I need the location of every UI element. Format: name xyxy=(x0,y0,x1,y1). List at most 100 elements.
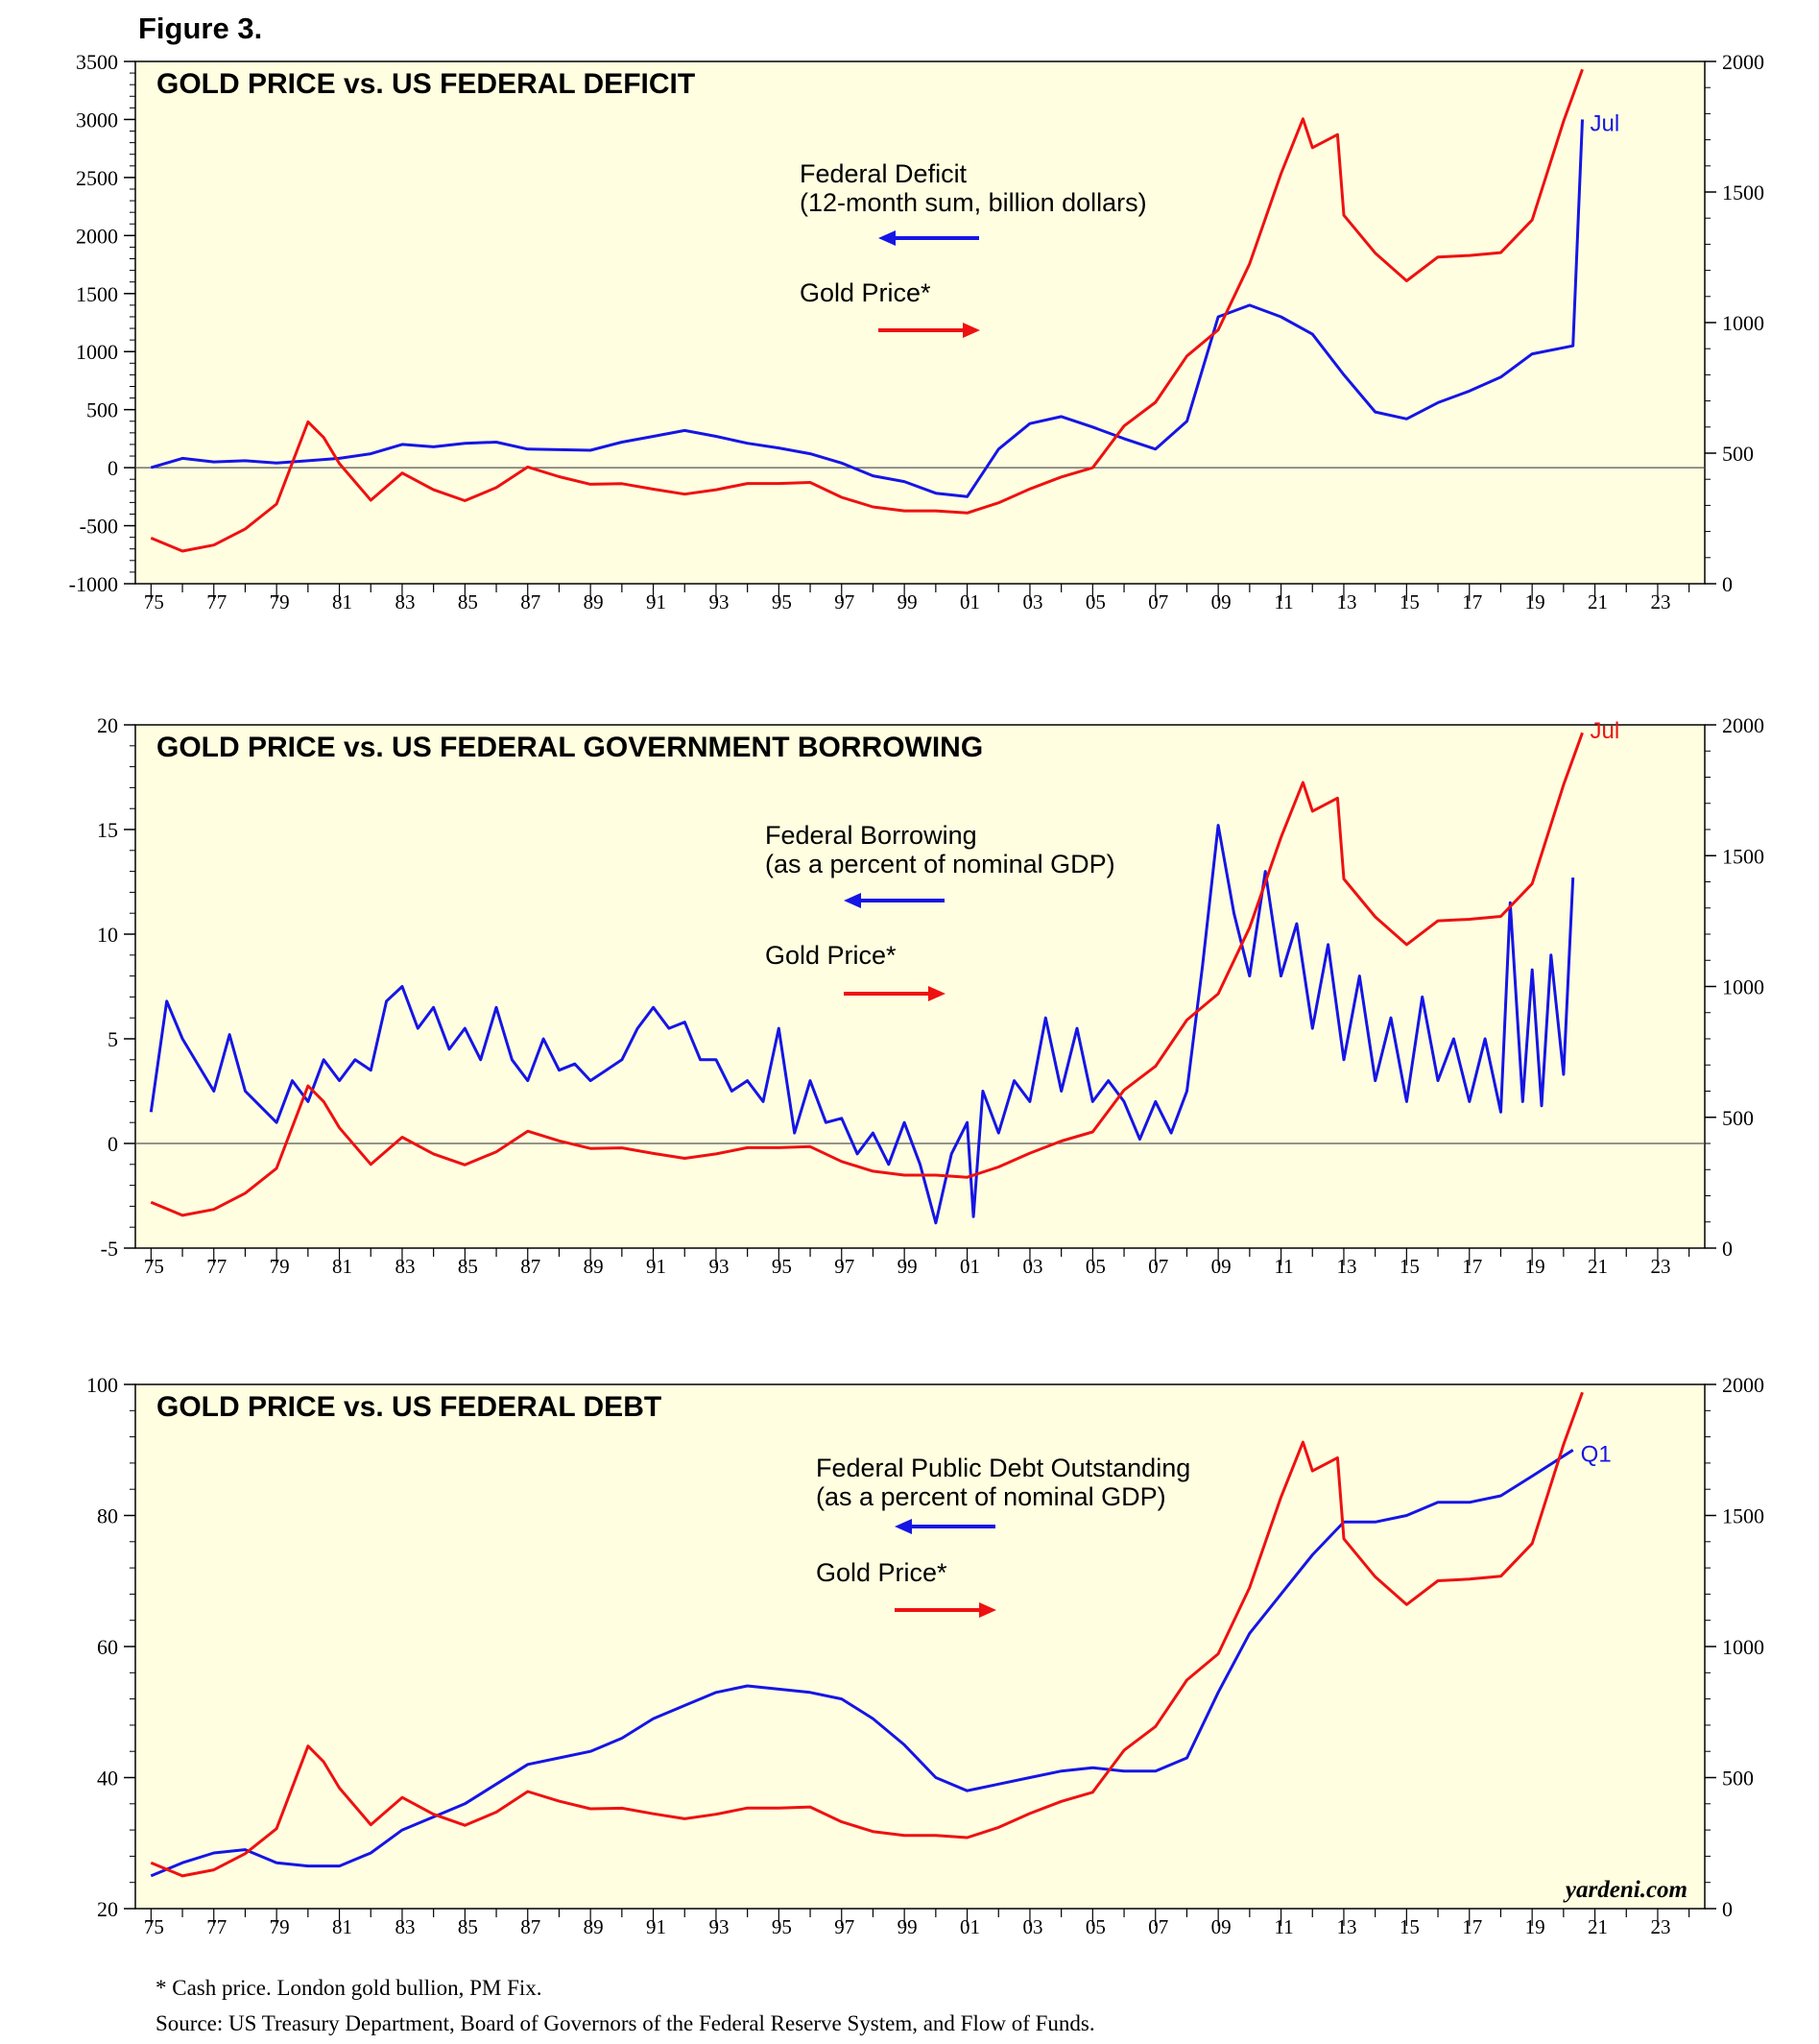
x-tick-label: 05 xyxy=(1086,1255,1106,1278)
x-tick-label: 13 xyxy=(1336,590,1356,613)
x-tick-label: 83 xyxy=(395,590,415,613)
x-tick-label: 19 xyxy=(1525,1915,1545,1938)
chart-panel-2: 20 15 10 5 0 -5 2000 1500 1000 500 0 75 77 79 81 83 85 87… xyxy=(97,713,1764,1278)
left-tick-label: 15 xyxy=(97,818,118,842)
x-tick-label: 23 xyxy=(1650,1915,1670,1938)
left-tick-label: -5 xyxy=(101,1237,118,1261)
x-tick-label: 89 xyxy=(584,1915,604,1938)
legend-arrowhead-left xyxy=(895,1519,912,1534)
x-tick-label: 99 xyxy=(898,1255,918,1278)
x-tick-label: 19 xyxy=(1525,590,1545,613)
chart-title: GOLD PRICE vs. US FEDERAL DEBT xyxy=(156,1391,661,1423)
x-tick-label: 13 xyxy=(1336,1915,1356,1938)
legend-label-federal: Federal Deficit xyxy=(800,159,968,188)
x-tick-label: 15 xyxy=(1400,590,1420,613)
x-tick-label: 99 xyxy=(898,590,918,613)
series-line-gold xyxy=(150,732,1584,1217)
left-tick-label: -1000 xyxy=(69,572,118,596)
right-tick-label: 500 xyxy=(1722,1106,1754,1130)
left-tick-label: 40 xyxy=(97,1767,118,1791)
right-tick-label: 1000 xyxy=(1722,1635,1764,1659)
series-line-federal xyxy=(150,119,1584,498)
x-tick-label: 79 xyxy=(270,1255,290,1278)
x-tick-label: 85 xyxy=(458,1915,478,1938)
x-tick-label: 03 xyxy=(1022,590,1042,613)
x-tick-label: 07 xyxy=(1148,1915,1168,1938)
x-tick-label: 17 xyxy=(1462,1915,1482,1938)
legend-label-federal: (as a percent of nominal GDP) xyxy=(765,850,1115,878)
legend-arrowhead-left xyxy=(878,230,896,246)
x-tick-label: 11 xyxy=(1274,1255,1293,1278)
x-tick-label: 23 xyxy=(1650,1255,1670,1278)
x-tick-label: 89 xyxy=(584,590,604,613)
left-tick-label: 0 xyxy=(108,456,118,480)
x-tick-label: 81 xyxy=(332,1255,352,1278)
legend-label-federal: Federal Borrowing xyxy=(765,821,977,850)
x-tick-label: 91 xyxy=(646,1915,666,1938)
x-tick-label: 93 xyxy=(708,590,729,613)
chart-panel-3: 100 80 60 40 20 2000 1500 1000 500 0 75 77 79 81 83 85 8… xyxy=(86,1373,1764,1938)
left-tick-label: 2500 xyxy=(76,166,118,190)
x-tick-label: 99 xyxy=(898,1915,918,1938)
left-tick-label: 3500 xyxy=(76,50,118,74)
x-tick-label: 81 xyxy=(332,590,352,613)
x-tick-label: 95 xyxy=(772,590,792,613)
series-line-federal xyxy=(149,824,1575,1225)
x-tick-label: 05 xyxy=(1086,1915,1106,1938)
legend-label-federal: (12-month sum, billion dollars) xyxy=(800,188,1147,217)
legend-label-gold: Gold Price* xyxy=(816,1558,947,1587)
x-tick-label: 85 xyxy=(458,590,478,613)
end-label: Jul xyxy=(1590,718,1619,744)
x-tick-label: 09 xyxy=(1211,1255,1232,1278)
left-tick-label: 5 xyxy=(108,1027,118,1051)
right-tick-label: 0 xyxy=(1722,1897,1733,1921)
x-tick-label: 09 xyxy=(1211,590,1232,613)
x-tick-label: 07 xyxy=(1148,590,1168,613)
x-tick-label: 87 xyxy=(520,590,540,613)
left-tick-label: 2000 xyxy=(76,224,118,248)
right-tick-label: 2000 xyxy=(1722,50,1764,74)
right-tick-label: 0 xyxy=(1722,572,1733,596)
x-tick-label: 83 xyxy=(395,1255,415,1278)
chart-title: GOLD PRICE vs. US FEDERAL DEFICIT xyxy=(156,68,695,100)
x-tick-label: 19 xyxy=(1525,1255,1545,1278)
right-tick-label: 1000 xyxy=(1722,311,1764,335)
left-tick-label: -500 xyxy=(80,515,118,539)
x-tick-label: 87 xyxy=(520,1915,540,1938)
figure-title: Figure 3. xyxy=(138,12,263,45)
x-tick-label: 81 xyxy=(332,1915,352,1938)
x-tick-label: 83 xyxy=(395,1915,415,1938)
x-tick-label: 11 xyxy=(1274,1915,1293,1938)
x-tick-label: 91 xyxy=(646,1255,666,1278)
left-tick-label: 0 xyxy=(108,1132,118,1156)
left-tick-label: 100 xyxy=(86,1373,118,1397)
x-tick-label: 11 xyxy=(1274,590,1293,613)
x-tick-label: 79 xyxy=(270,1915,290,1938)
x-tick-label: 13 xyxy=(1336,1255,1356,1278)
watermark: yardeni.com xyxy=(1563,1877,1687,1903)
x-tick-label: 77 xyxy=(206,1915,227,1938)
legend-arrowhead-right xyxy=(979,1602,996,1618)
series-line-federal xyxy=(150,1449,1574,1878)
chart-panel-1: 3500 3000 2500 2000 1500 1000 500 0 -500 -1000 200… xyxy=(69,50,1764,613)
footnote: * Cash price. London gold bullion, PM Fi… xyxy=(156,1976,542,2000)
end-label: Q1 xyxy=(1581,1441,1612,1467)
legend-arrowhead-right xyxy=(963,323,980,338)
x-tick-label: 95 xyxy=(772,1915,792,1938)
right-tick-label: 2000 xyxy=(1722,713,1764,737)
x-tick-label: 77 xyxy=(206,1255,227,1278)
legend-label-federal: Federal Public Debt Outstanding xyxy=(816,1454,1190,1482)
right-tick-label: 1500 xyxy=(1722,1504,1764,1528)
left-tick-label: 3000 xyxy=(76,108,118,132)
right-tick-label: 0 xyxy=(1722,1237,1733,1261)
left-tick-label: 1500 xyxy=(76,282,118,306)
series-line-gold xyxy=(150,1391,1584,1878)
chart-title: GOLD PRICE vs. US FEDERAL GOVERNMENT BOR… xyxy=(156,732,983,763)
source-note: Source: US Treasury Department, Board of… xyxy=(156,2011,1095,2035)
plot-area xyxy=(134,60,1706,585)
right-tick-label: 1500 xyxy=(1722,844,1764,868)
x-tick-label: 05 xyxy=(1086,590,1106,613)
legend-label-federal: (as a percent of nominal GDP) xyxy=(816,1482,1166,1511)
x-tick-label: 03 xyxy=(1022,1255,1042,1278)
